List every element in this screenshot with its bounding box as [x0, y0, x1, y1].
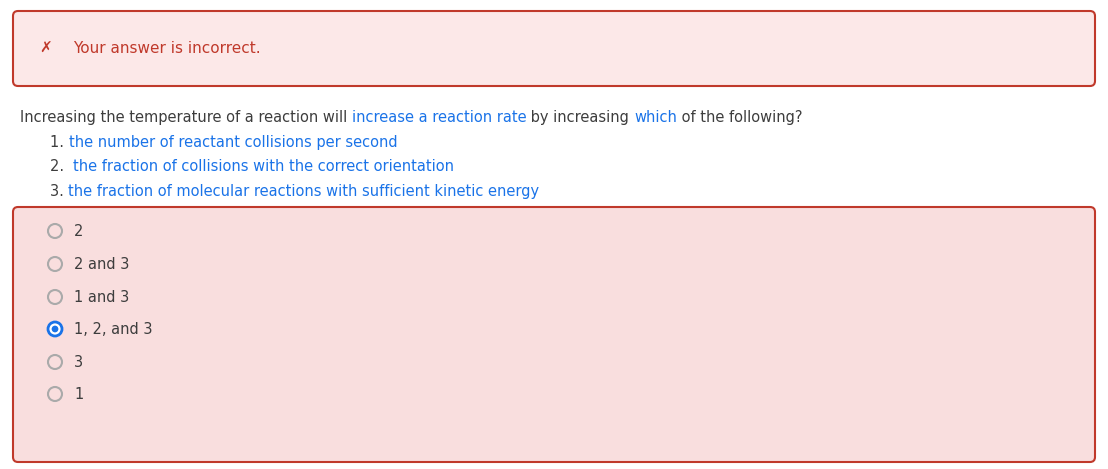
Circle shape [52, 325, 59, 333]
Text: Increasing the temperature of a reaction will: Increasing the temperature of a reaction… [20, 109, 352, 124]
Text: Your answer is incorrect.: Your answer is incorrect. [73, 41, 260, 56]
Text: 1.: 1. [50, 135, 69, 150]
FancyBboxPatch shape [13, 11, 1095, 86]
Text: 3: 3 [74, 355, 83, 370]
Text: the fraction of molecular reactions with sufficient kinetic energy: the fraction of molecular reactions with… [69, 183, 540, 198]
Text: which: which [634, 109, 677, 124]
Circle shape [48, 322, 62, 336]
Text: the number of reactant collisions per second: the number of reactant collisions per se… [69, 135, 398, 150]
Text: increase a reaction rate: increase a reaction rate [352, 109, 526, 124]
Text: ✗: ✗ [40, 41, 52, 56]
Text: 2.: 2. [50, 159, 73, 174]
Text: 2: 2 [74, 224, 83, 239]
FancyBboxPatch shape [13, 207, 1095, 462]
Text: 2 and 3: 2 and 3 [74, 257, 130, 272]
Text: the fraction of collisions with the correct orientation: the fraction of collisions with the corr… [73, 159, 454, 174]
Text: 1, 2, and 3: 1, 2, and 3 [74, 322, 153, 336]
Text: of the following?: of the following? [677, 109, 802, 124]
Text: 1: 1 [74, 386, 83, 401]
Text: 3.: 3. [50, 183, 69, 198]
Text: by increasing: by increasing [526, 109, 634, 124]
Text: 1 and 3: 1 and 3 [74, 289, 130, 304]
